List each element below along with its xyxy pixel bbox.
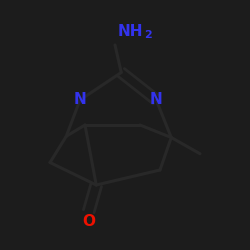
- Text: 2: 2: [144, 30, 152, 40]
- Text: N: N: [74, 92, 86, 108]
- Text: NH: NH: [118, 24, 143, 39]
- Text: O: O: [82, 214, 95, 229]
- Text: N: N: [150, 92, 162, 108]
